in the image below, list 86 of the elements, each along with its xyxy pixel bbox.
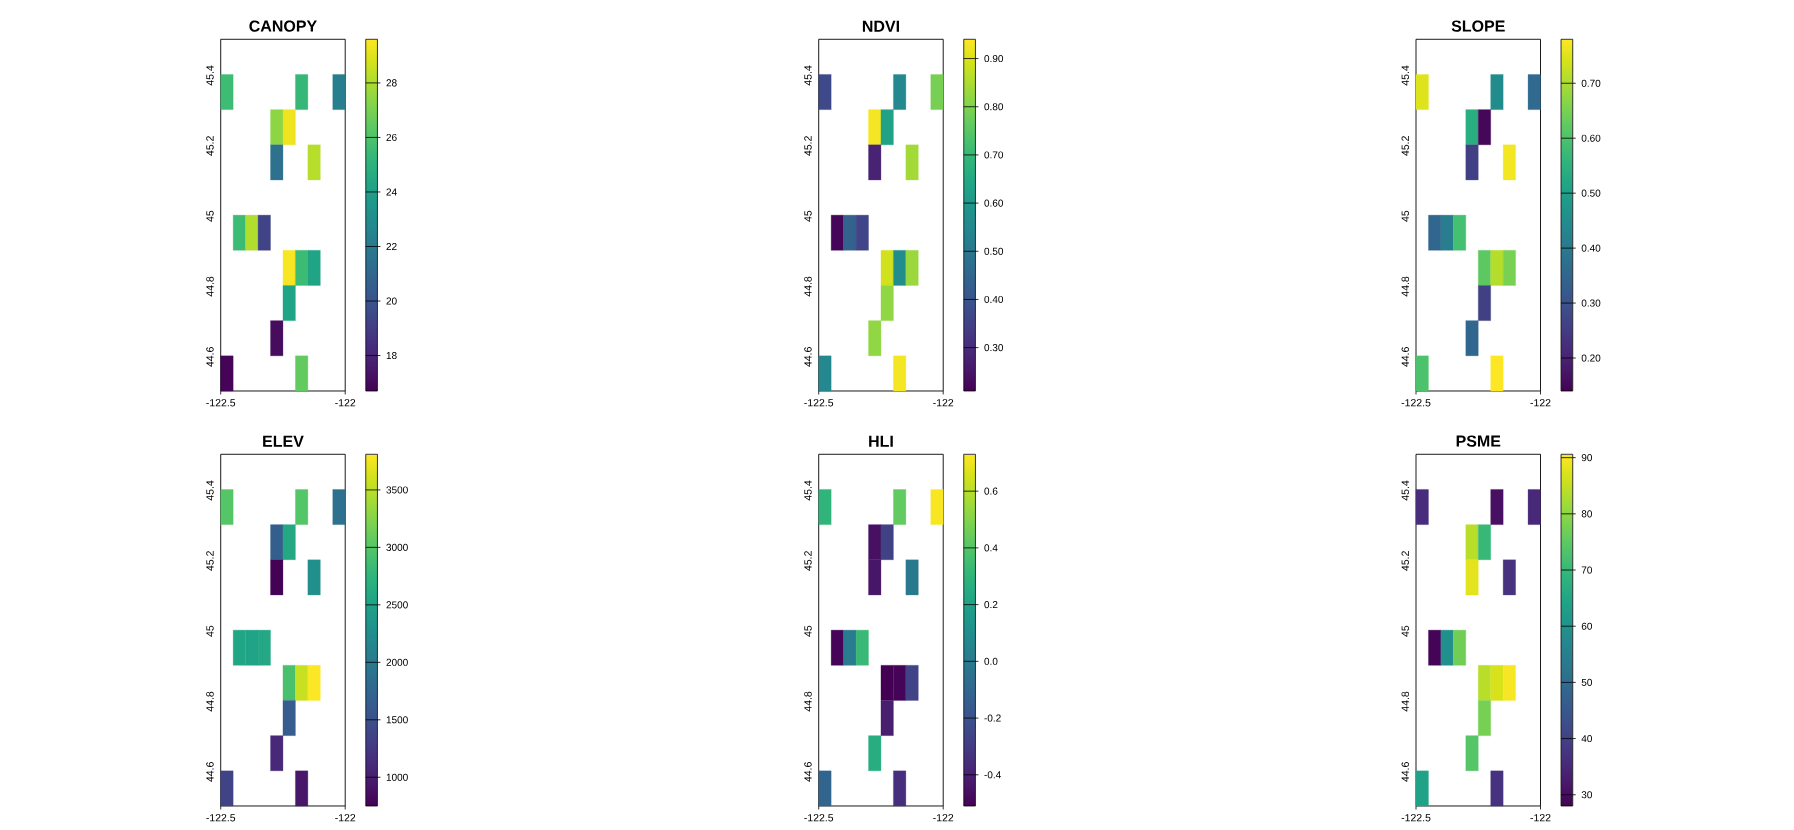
y-tick-label: 45 bbox=[206, 210, 214, 222]
y-tick-label: 45.2 bbox=[804, 551, 812, 571]
chart-title: SLOPE bbox=[1451, 20, 1505, 32]
color-bar-label: 24 bbox=[386, 188, 397, 196]
color-bar-label: 70 bbox=[1581, 566, 1593, 574]
y-tick-label: 44.6 bbox=[206, 347, 214, 367]
color-bar-label: 80 bbox=[1581, 510, 1593, 518]
x-tick-label: -122.5 bbox=[804, 814, 834, 822]
color-bar-label: 28 bbox=[386, 79, 397, 87]
x-tick-label: -122.5 bbox=[206, 399, 236, 407]
x-tick-label: -122.5 bbox=[1401, 399, 1431, 407]
y-tick-label: 44.6 bbox=[804, 762, 812, 782]
x-tick-label: -122.5 bbox=[804, 399, 834, 407]
y-tick-label: 44.8 bbox=[1401, 276, 1409, 297]
color-bar-label: 3500 bbox=[386, 486, 408, 494]
color-bar-label: 90 bbox=[1581, 454, 1593, 462]
color-bar-label: 0.4 bbox=[984, 544, 998, 552]
color-bar-label: 22 bbox=[386, 243, 397, 250]
chart-title: PSME bbox=[1456, 435, 1501, 447]
y-tick-label: 44.8 bbox=[206, 691, 214, 712]
y-tick-label: 45.4 bbox=[206, 480, 214, 501]
y-tick-label: 45.2 bbox=[804, 136, 812, 156]
color-bar-label: 0.90 bbox=[984, 55, 1004, 63]
chart-title: HLI bbox=[869, 435, 893, 447]
color-bar-label: 0.70 bbox=[1581, 79, 1601, 87]
color-bar-label: 3000 bbox=[386, 543, 408, 551]
x-tick-label: -122 bbox=[933, 399, 954, 407]
y-tick-label: 45.2 bbox=[1401, 551, 1409, 571]
color-bar-label: 0.30 bbox=[984, 344, 1004, 352]
color-bar-label: 60 bbox=[1581, 622, 1593, 630]
y-tick-label: 45 bbox=[804, 625, 812, 637]
color-bar-label: 0.40 bbox=[984, 295, 1004, 303]
chart-title: ELEV bbox=[263, 435, 304, 447]
color-bar-label: 0.80 bbox=[984, 103, 1004, 111]
y-tick-label: 44.8 bbox=[206, 276, 214, 297]
x-tick-label: -122.5 bbox=[1401, 814, 1431, 822]
color-bar-label: 2000 bbox=[386, 658, 408, 666]
color-bar-label: 0.40 bbox=[1581, 244, 1601, 252]
y-tick-label: 45.4 bbox=[1401, 65, 1409, 86]
color-bar-label: 50 bbox=[1581, 678, 1593, 686]
y-tick-label: 44.8 bbox=[1401, 691, 1409, 712]
y-tick-label: 44.6 bbox=[1401, 762, 1409, 782]
x-tick-label: -122 bbox=[1530, 399, 1551, 407]
color-bar-label: 0.30 bbox=[1581, 299, 1601, 307]
y-tick-label: 45.2 bbox=[206, 551, 214, 571]
y-tick-label: 45.2 bbox=[206, 136, 214, 156]
y-tick-label: 45.4 bbox=[804, 65, 812, 86]
color-bar-label: 1000 bbox=[386, 773, 408, 781]
chart-title: NDVI bbox=[862, 20, 899, 32]
x-tick-label: -122 bbox=[335, 399, 356, 407]
color-bar-label: 0.60 bbox=[984, 199, 1004, 207]
chart-title: CANOPY bbox=[249, 20, 317, 32]
color-bar-label: 0.20 bbox=[1581, 354, 1601, 362]
color-bar-label: 2500 bbox=[386, 601, 408, 609]
color-bar-label: 18 bbox=[386, 352, 397, 360]
y-tick-label: 45.4 bbox=[804, 480, 812, 501]
x-tick-label: -122 bbox=[335, 814, 356, 822]
y-tick-label: 44.8 bbox=[804, 691, 812, 712]
color-bar-label: 0.2 bbox=[984, 601, 998, 609]
color-bar-label: 0.60 bbox=[1581, 134, 1601, 142]
y-tick-label: 44.6 bbox=[1401, 347, 1409, 367]
color-bar-label: 0.6 bbox=[984, 487, 998, 495]
color-bar-label: 30 bbox=[1581, 791, 1593, 799]
x-tick-label: -122 bbox=[933, 814, 954, 822]
y-tick-label: 45 bbox=[1401, 625, 1409, 637]
color-bar-label: 0.50 bbox=[984, 247, 1004, 255]
color-bar-label: 26 bbox=[386, 133, 397, 141]
y-tick-label: 45.4 bbox=[206, 65, 214, 86]
color-bar-label: 0.0 bbox=[984, 657, 998, 665]
color-bar-label: 1500 bbox=[386, 716, 408, 724]
y-tick-label: 45.4 bbox=[1401, 480, 1409, 501]
x-tick-label: -122 bbox=[1530, 814, 1551, 822]
y-tick-label: 45 bbox=[804, 210, 812, 222]
color-bar-label: 0.50 bbox=[1581, 189, 1601, 197]
color-bar-label: -0.2 bbox=[984, 714, 1001, 722]
y-tick-label: 44.6 bbox=[804, 347, 812, 367]
y-tick-label: 44.8 bbox=[804, 276, 812, 297]
y-tick-label: 44.6 bbox=[206, 762, 214, 782]
color-bar-label: -0.4 bbox=[984, 771, 1001, 779]
color-bar-label: 20 bbox=[386, 297, 397, 305]
x-tick-label: -122.5 bbox=[206, 814, 236, 822]
y-tick-label: 45 bbox=[1401, 210, 1409, 222]
y-tick-label: 45.2 bbox=[1401, 136, 1409, 156]
color-bar-label: 40 bbox=[1581, 735, 1593, 743]
y-tick-label: 45 bbox=[206, 625, 214, 637]
color-bar-label: 0.70 bbox=[984, 151, 1004, 159]
